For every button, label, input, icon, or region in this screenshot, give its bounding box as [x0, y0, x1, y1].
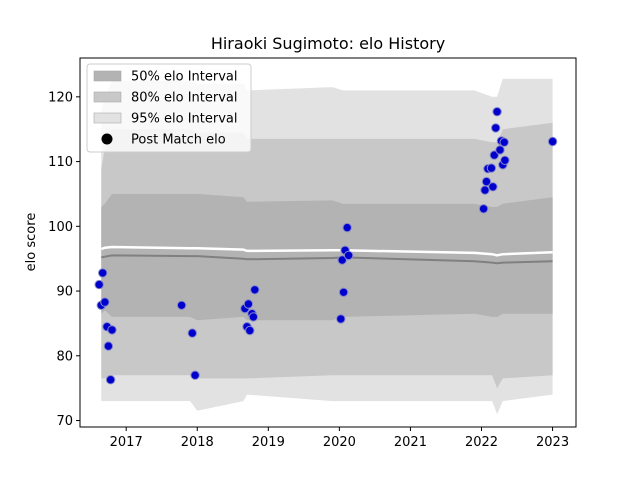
data-point-18	[251, 286, 259, 294]
x-tick-label-1: 2017	[110, 435, 143, 450]
y-tick-label-3: 90	[56, 285, 73, 300]
data-point-34	[496, 146, 504, 154]
data-point-15	[246, 326, 254, 334]
data-point-38	[501, 156, 509, 164]
x-tick-label-6: 2022	[465, 435, 498, 450]
data-point-32	[492, 124, 500, 132]
data-point-19	[337, 315, 345, 323]
data-point-14	[244, 300, 252, 308]
data-point-17	[249, 313, 257, 321]
data-point-26	[481, 186, 489, 194]
data-point-23	[343, 223, 351, 231]
data-point-33	[493, 108, 501, 116]
y-tick-label-5: 110	[48, 155, 73, 170]
legend-label-4: Post Match elo	[131, 133, 226, 148]
data-point-30	[489, 183, 497, 191]
y-axis-label: elo score	[24, 213, 39, 272]
legend-swatch-2	[94, 92, 121, 102]
data-point-10	[188, 329, 196, 337]
chart-title: Hiraoki Sugimoto: elo History	[211, 34, 445, 53]
x-tick-label-4: 2020	[323, 435, 356, 450]
x-tick-label-2: 2018	[181, 435, 214, 450]
x-tick-label-7: 2023	[536, 435, 569, 450]
legend-marker-4	[102, 134, 113, 145]
data-point-1	[95, 280, 103, 288]
y-tick-label-2: 80	[56, 349, 73, 364]
data-point-24	[344, 251, 352, 259]
data-point-4	[101, 298, 109, 306]
legend-swatch-1	[94, 71, 121, 81]
data-point-37	[500, 138, 508, 146]
data-point-7	[106, 376, 114, 384]
legend-swatch-3	[94, 113, 121, 123]
x-tick-label-5: 2021	[394, 435, 427, 450]
data-point-3	[99, 269, 107, 277]
legend-label-2: 80% elo Interval	[131, 91, 238, 106]
data-point-11	[191, 371, 199, 379]
legend-label-3: 95% elo Interval	[131, 112, 238, 127]
data-point-25	[479, 205, 487, 213]
data-point-21	[339, 288, 347, 296]
legend-label-1: 50% elo Interval	[131, 70, 238, 85]
data-point-8	[108, 326, 116, 334]
legend: 50% elo Interval 80% elo Interval 95% elo …	[87, 64, 251, 152]
y-tick-label-1: 70	[56, 414, 73, 429]
data-point-29	[487, 164, 495, 172]
y-tick-label-4: 100	[48, 220, 73, 235]
data-point-39	[548, 137, 556, 145]
data-point-9	[177, 301, 185, 309]
x-tick-label-3: 2019	[252, 435, 285, 450]
data-point-6	[104, 342, 112, 350]
y-tick-label-6: 120	[48, 90, 73, 105]
